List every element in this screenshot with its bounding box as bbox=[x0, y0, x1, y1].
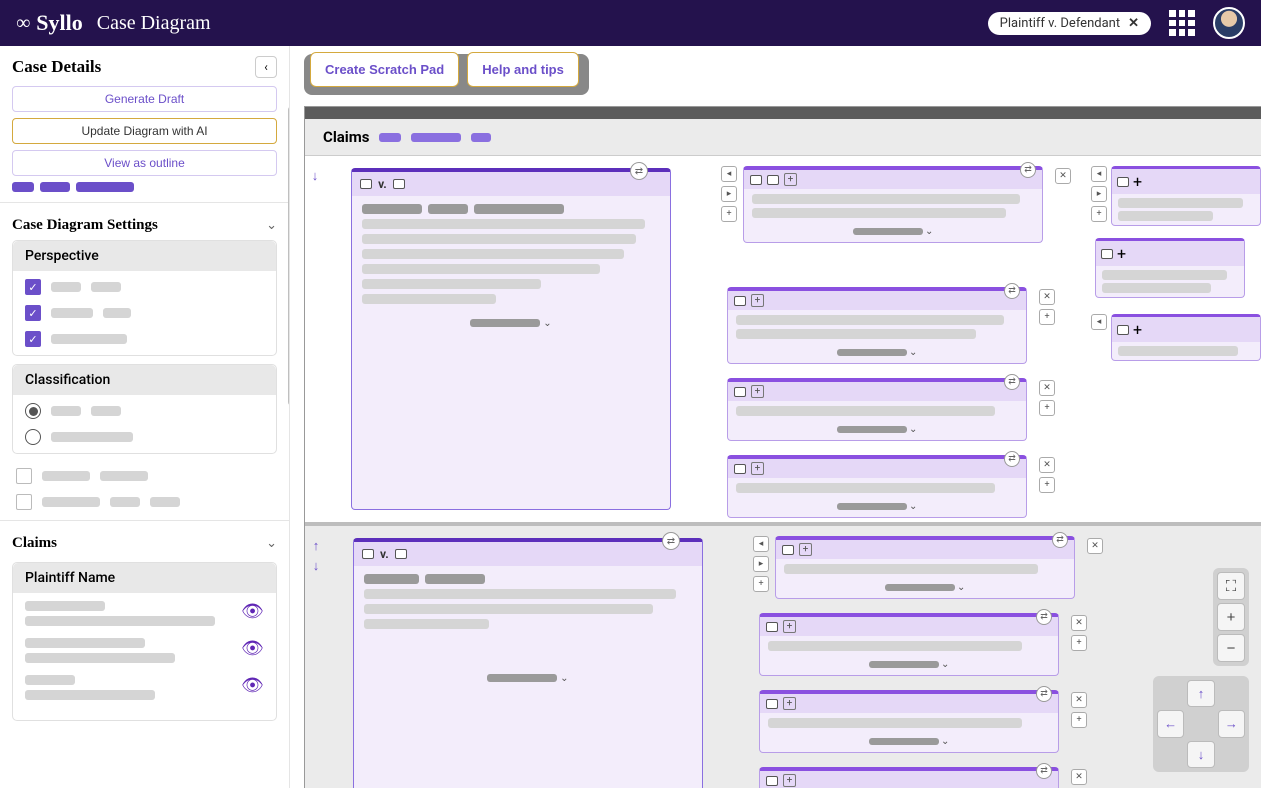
arrow-up-icon[interactable]: ↑ bbox=[313, 538, 320, 554]
add-button[interactable]: + bbox=[721, 206, 737, 222]
nav-left-button[interactable]: ◂ bbox=[721, 166, 737, 182]
apps-grid-icon[interactable] bbox=[1169, 10, 1195, 36]
tiny-claim-card[interactable]: + bbox=[1111, 166, 1261, 226]
brand-name: Syllo bbox=[36, 10, 82, 36]
add-button[interactable]: + bbox=[1039, 309, 1055, 325]
expand-icon[interactable]: + bbox=[784, 173, 797, 186]
checkbox[interactable]: ✓ bbox=[25, 279, 41, 295]
claim-card[interactable]: ⇄ v. ⌄ bbox=[353, 538, 703, 788]
tiny-claim-card[interactable]: + bbox=[1095, 238, 1245, 298]
canvas-area: Create Scratch Pad Help and tips Claims … bbox=[290, 46, 1261, 788]
checkbox[interactable] bbox=[16, 494, 32, 510]
tiny-claim-card[interactable]: + bbox=[1111, 314, 1261, 361]
nav-next-button[interactable]: ▸ bbox=[721, 186, 737, 202]
swap-icon[interactable]: ⇄ bbox=[1004, 283, 1020, 299]
sub-claim-card[interactable]: ⇄ + ⌄ bbox=[727, 378, 1027, 441]
sub-claim-card[interactable]: ⇄ + ⌄ bbox=[727, 287, 1027, 364]
add-button[interactable]: + bbox=[1039, 477, 1055, 493]
sub-claim-card[interactable]: ⇄ + ⌄ bbox=[759, 690, 1059, 753]
add-button[interactable]: + bbox=[1039, 400, 1055, 416]
eye-icon[interactable]: 👁 bbox=[241, 675, 264, 696]
logo-icon: ∞ bbox=[16, 12, 30, 35]
close-icon[interactable]: ✕ bbox=[1128, 16, 1139, 31]
app-header: ∞ Syllo Case Diagram Plaintiff v. Defend… bbox=[0, 0, 1261, 46]
close-button[interactable]: ✕ bbox=[1039, 457, 1055, 473]
floating-toolbar: Create Scratch Pad Help and tips bbox=[304, 54, 589, 95]
zoom-in-button[interactable]: + bbox=[1217, 603, 1245, 631]
checkbox[interactable]: ✓ bbox=[25, 331, 41, 347]
diagram-canvas[interactable]: Claims ↓ ⇄ v. bbox=[304, 106, 1261, 788]
update-diagram-button[interactable]: Update Diagram with AI bbox=[12, 118, 277, 144]
radio[interactable] bbox=[25, 403, 41, 419]
zoom-out-button[interactable]: − bbox=[1217, 634, 1245, 662]
tag-skeleton bbox=[12, 182, 277, 192]
expand-icon[interactable]: + bbox=[751, 385, 764, 398]
nav-panel: ↑ ← → ↓ bbox=[1153, 676, 1249, 772]
perspective-box: Perspective ✓ ✓ ✓ bbox=[12, 240, 277, 356]
perspective-title: Perspective bbox=[13, 241, 276, 271]
sub-claim-card[interactable]: ⇄ + ⌄ bbox=[775, 536, 1075, 599]
eye-icon[interactable]: 👁 bbox=[241, 638, 264, 659]
swap-icon[interactable]: ⇄ bbox=[662, 532, 680, 550]
expand-icon[interactable]: + bbox=[751, 462, 764, 475]
close-button[interactable]: ✕ bbox=[1039, 289, 1055, 305]
generate-draft-button[interactable]: Generate Draft bbox=[12, 86, 277, 112]
arrow-down-icon[interactable]: ↓ bbox=[312, 168, 319, 184]
close-button[interactable]: ✕ bbox=[1055, 168, 1071, 184]
collapse-sidebar-button[interactable]: ‹ bbox=[255, 56, 277, 78]
close-button[interactable]: ✕ bbox=[1039, 380, 1055, 396]
swap-icon[interactable]: ⇄ bbox=[630, 162, 648, 180]
swap-icon[interactable]: ⇄ bbox=[1004, 451, 1020, 467]
claims-section-header[interactable]: Claims ⌄ bbox=[12, 529, 277, 558]
settings-section-header[interactable]: Case Diagram Settings ⌄ bbox=[12, 211, 277, 240]
sub-claim-card[interactable]: ⇄ + ⌄ bbox=[759, 767, 1059, 788]
expand-icon[interactable]: + bbox=[751, 294, 764, 307]
brand[interactable]: ∞ Syllo bbox=[16, 10, 83, 36]
sub-claim-card[interactable]: ⇄ + ⌄ bbox=[759, 613, 1059, 676]
chevron-down-icon: ⌄ bbox=[266, 536, 277, 551]
sub-claim-card[interactable]: ⇄ + ⌄ bbox=[743, 166, 1043, 243]
fullscreen-button[interactable]: ⛶ bbox=[1217, 572, 1245, 600]
sub-claim-card[interactable]: ⇄ + ⌄ bbox=[727, 455, 1027, 518]
zoom-panel: ⛶ + − bbox=[1213, 568, 1249, 666]
avatar[interactable] bbox=[1213, 7, 1245, 39]
checkbox[interactable] bbox=[16, 468, 32, 484]
view-outline-button[interactable]: View as outline bbox=[12, 150, 277, 176]
claims-header: Claims bbox=[305, 119, 1261, 156]
nav-down-button[interactable]: ↓ bbox=[1187, 741, 1214, 768]
arrow-down-icon[interactable]: ↓ bbox=[313, 558, 320, 574]
plaintiff-title: Plaintiff Name bbox=[13, 563, 276, 593]
case-chip-label: Plaintiff v. Defendant bbox=[1000, 16, 1120, 31]
sidebar: Case Details ‹ Generate Draft Update Dia… bbox=[0, 46, 290, 788]
nav-up-button[interactable]: ↑ bbox=[1187, 680, 1214, 707]
claim-card[interactable]: ⇄ v. ⌄ bbox=[351, 168, 671, 510]
case-chip[interactable]: Plaintiff v. Defendant ✕ bbox=[988, 12, 1151, 35]
help-tips-button[interactable]: Help and tips bbox=[467, 52, 579, 87]
classification-box: Classification bbox=[12, 364, 277, 454]
plaintiff-box: Plaintiff Name 👁 👁 👁 bbox=[12, 562, 277, 721]
swap-icon[interactable]: ⇄ bbox=[1004, 374, 1020, 390]
classification-title: Classification bbox=[13, 365, 276, 395]
create-scratch-pad-button[interactable]: Create Scratch Pad bbox=[310, 52, 459, 87]
chevron-down-icon: ⌄ bbox=[266, 218, 277, 233]
sidebar-title: Case Details bbox=[12, 57, 101, 77]
eye-icon[interactable]: 👁 bbox=[241, 601, 264, 622]
page-title: Case Diagram bbox=[97, 12, 211, 35]
radio[interactable] bbox=[25, 429, 41, 445]
nav-left-button[interactable]: ← bbox=[1157, 710, 1184, 737]
checkbox[interactable]: ✓ bbox=[25, 305, 41, 321]
nav-right-button[interactable]: → bbox=[1218, 710, 1245, 737]
swap-icon[interactable]: ⇄ bbox=[1020, 162, 1036, 178]
resize-strip[interactable] bbox=[305, 107, 1261, 119]
